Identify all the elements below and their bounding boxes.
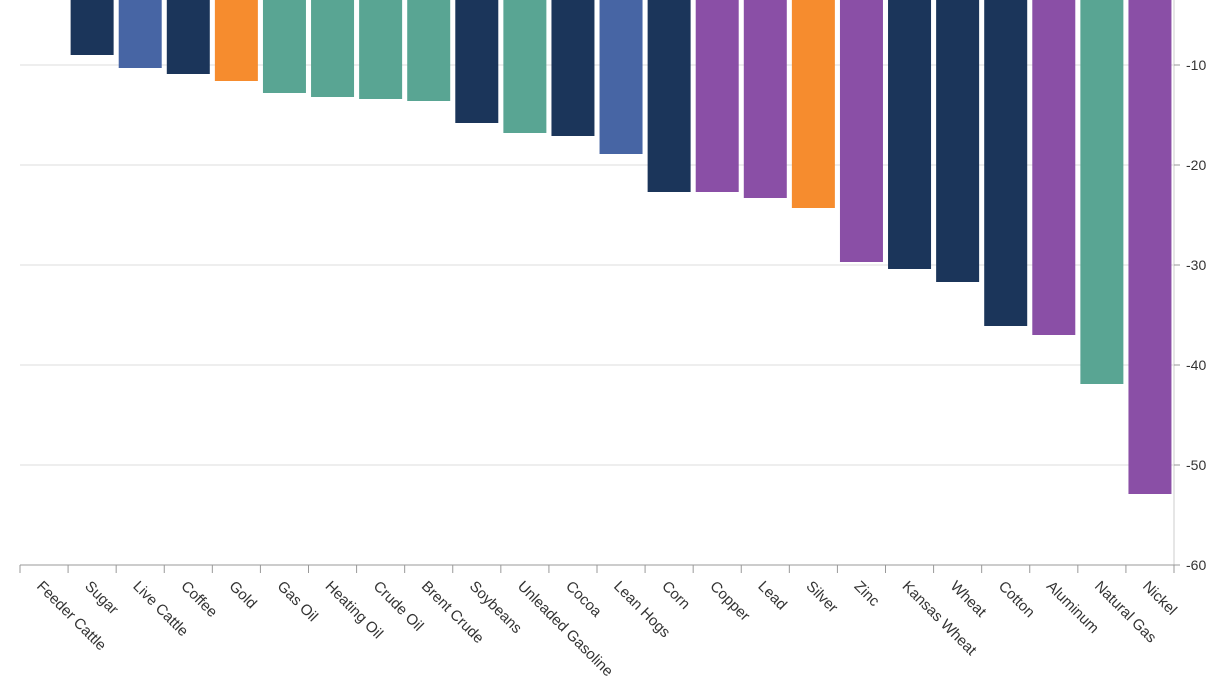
- bar-wheat: [936, 0, 980, 282]
- bar-corn: [647, 0, 691, 192]
- bar-unleaded-gasoline: [503, 0, 547, 133]
- x-tick-label: Corn: [658, 578, 693, 613]
- y-axis-ticks: -10 -20 -30 -40 -50 -60: [1174, 57, 1206, 573]
- x-tick-label: Gold: [226, 578, 260, 612]
- bar-gas-oil: [262, 0, 306, 93]
- x-tick-label: Lead: [754, 578, 790, 614]
- y-tick-label: -10: [1186, 57, 1206, 73]
- bar-natural-gas: [1080, 0, 1124, 384]
- bar-sugar: [70, 0, 114, 55]
- bar-heating-oil: [311, 0, 355, 97]
- bar-silver: [791, 0, 835, 208]
- bar-nickel: [1128, 0, 1172, 494]
- bar-gold: [214, 0, 258, 81]
- bar-live-cattle: [118, 0, 162, 68]
- x-tick-label: Silver: [803, 578, 842, 617]
- y-tick-label: -60: [1186, 557, 1206, 573]
- x-tick-label: Zinc: [851, 578, 883, 610]
- bar-lean-hogs: [599, 0, 643, 154]
- x-tick-label: Cotton: [995, 578, 1038, 621]
- bar-soybeans: [455, 0, 499, 123]
- bar-crude-oil: [359, 0, 403, 99]
- bar-cocoa: [551, 0, 595, 136]
- bar-kansas-wheat: [888, 0, 932, 269]
- x-tick-label: Wheat: [947, 578, 990, 621]
- y-tick-label: -40: [1186, 357, 1206, 373]
- bar-lead: [743, 0, 787, 198]
- x-tick-label: Gas Oil: [274, 578, 321, 625]
- x-tick-label: Unleaded Gasoline: [514, 578, 616, 680]
- x-tick-label: Sugar: [81, 578, 121, 618]
- y-tick-label: -30: [1186, 257, 1206, 273]
- bars: [70, 0, 1172, 494]
- x-tick-label: Nickel: [1139, 578, 1180, 619]
- bar-zinc: [839, 0, 883, 262]
- x-tick-label: Cocoa: [562, 578, 605, 621]
- bar-aluminum: [1032, 0, 1076, 335]
- x-tick-label: Coffee: [177, 578, 220, 621]
- y-tick-label: -20: [1186, 157, 1206, 173]
- x-tick-label: Copper: [706, 578, 753, 625]
- bar-copper: [695, 0, 739, 192]
- bar-coffee: [166, 0, 210, 74]
- y-tick-label: -50: [1186, 457, 1206, 473]
- bar-brent-crude: [407, 0, 451, 101]
- bar-cotton: [984, 0, 1028, 326]
